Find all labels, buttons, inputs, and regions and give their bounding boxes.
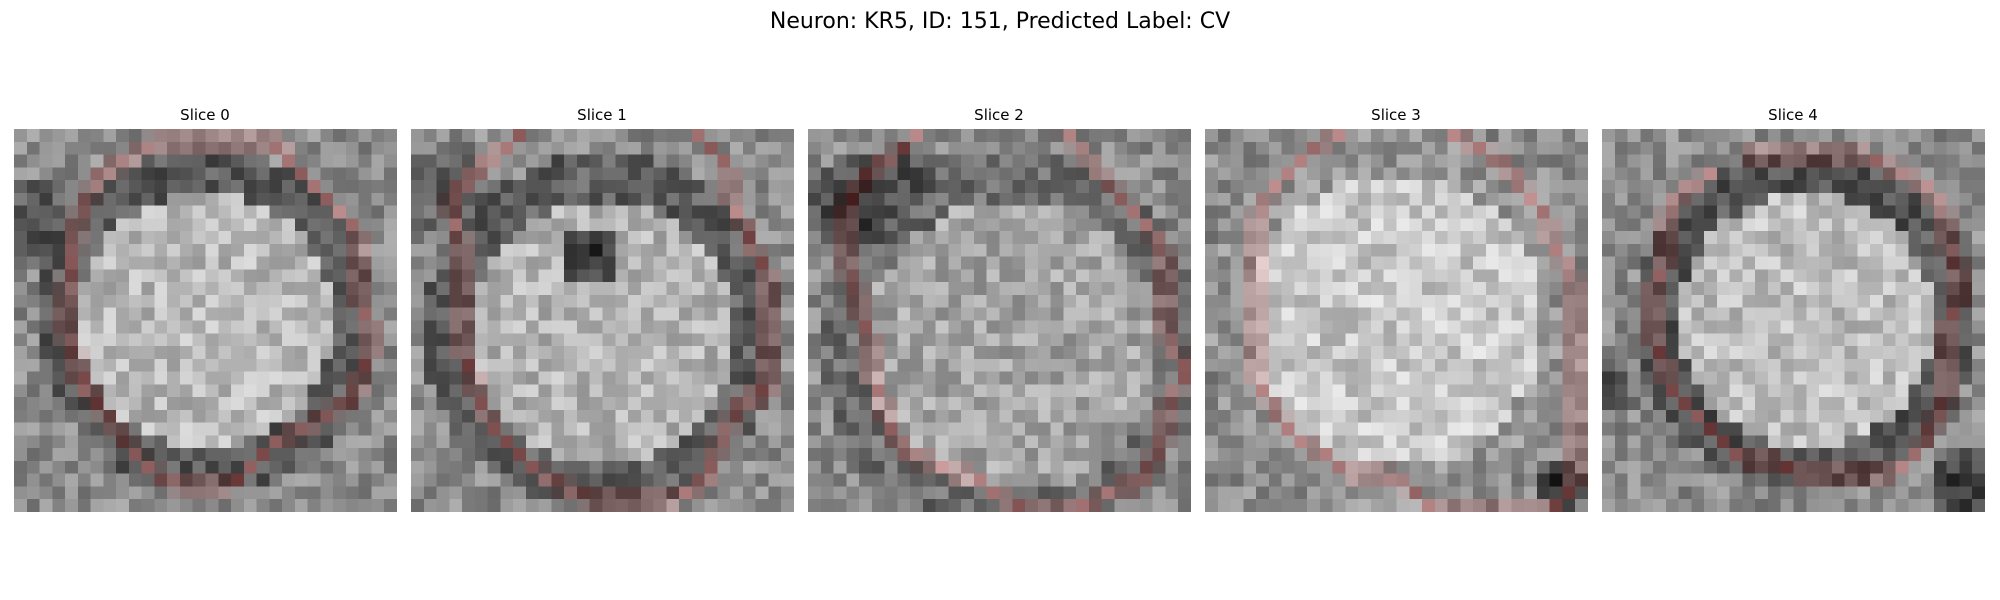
slice-title-0: Slice 0 (180, 106, 230, 124)
slice-image-2 (807, 129, 1191, 512)
slice-title-3: Slice 3 (1371, 106, 1421, 124)
slice-image-4 (1601, 129, 1985, 512)
slice-panel-0: Slice 0 (10, 105, 400, 512)
slice-title-4: Slice 4 (1768, 106, 1818, 124)
slice-panel-1: Slice 1 (407, 105, 797, 512)
slice-title-2: Slice 2 (974, 106, 1024, 124)
slice-panel-2: Slice 2 (804, 105, 1194, 512)
slice-panel-3: Slice 3 (1201, 105, 1591, 512)
slice-image-3 (1204, 129, 1588, 512)
figure-title: Neuron: KR5, ID: 151, Predicted Label: C… (769, 9, 1231, 34)
slice-image-1 (410, 129, 794, 512)
slice-image-0 (13, 129, 397, 512)
slice-title-1: Slice 1 (577, 106, 627, 124)
slice-panel-4: Slice 4 (1598, 105, 1988, 512)
